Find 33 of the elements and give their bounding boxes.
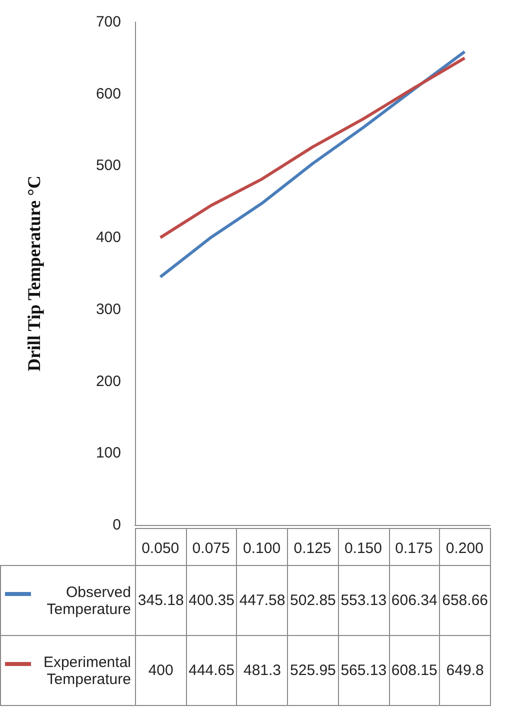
y-tick-label: 700 [96,14,121,30]
legend-label: Experimental Temperature [42,654,131,688]
y-tick-label: 200 [96,372,121,390]
line-series [158,56,466,240]
x-tick-label: 0.075 [192,540,230,557]
y-tick-label: 0 [112,516,121,534]
x-tick-label: 0.100 [243,540,281,557]
x-tick-label: 0.050 [142,540,180,557]
data-label: 649.8 [440,636,490,706]
data-label: 444.65 [186,636,237,706]
line-series [158,50,466,278]
y-axis-title: Drill Tip Temperature °C [24,176,44,372]
x-tick-label: 0.175 [395,540,433,557]
data-label: 502.85 [288,566,338,636]
legend-label: Observed Temperature [46,584,131,618]
data-label: 553.13 [338,566,390,636]
y-tick-label: 500 [96,157,121,174]
data-label: 608.15 [389,636,440,706]
data-label: 525.95 [288,636,338,706]
data-label: 658.66 [440,566,490,636]
data-label: 606.34 [389,566,440,636]
data-label: 345.18 [136,566,186,636]
x-tick-label: 0.200 [446,540,484,557]
data-label: 565.13 [338,636,390,706]
y-tick-label: 300 [96,300,121,318]
y-tick-label: 400 [96,229,121,246]
data-label: 400.35 [186,566,237,636]
y-tick-label: 100 [96,444,121,462]
x-tick-label: 0.150 [344,540,382,557]
x-tick-label: 0.125 [294,540,332,557]
data-label: 447.58 [236,566,288,636]
y-tick-label: 600 [96,85,121,102]
data-label: 481.3 [236,636,288,706]
